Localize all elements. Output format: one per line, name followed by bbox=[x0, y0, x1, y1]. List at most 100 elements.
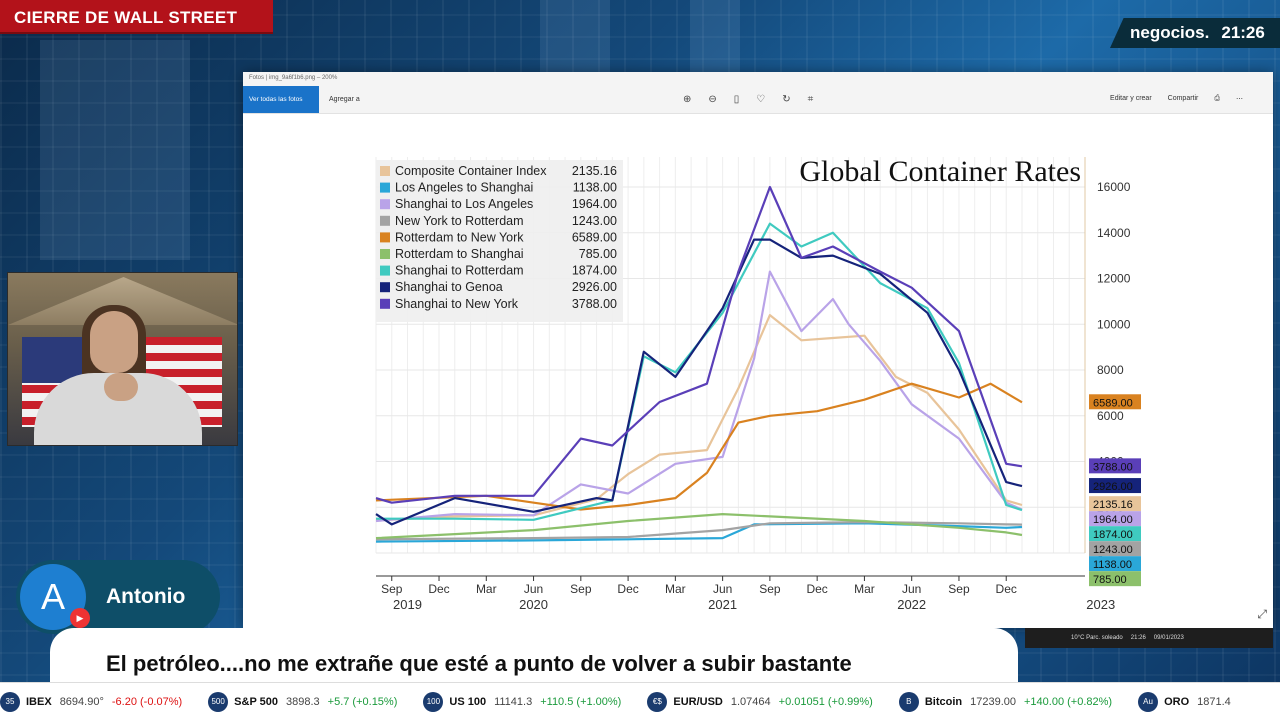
ticker-item-icon: 500 bbox=[208, 691, 229, 712]
series-line bbox=[375, 521, 1023, 541]
ticker-item-icon: €$ bbox=[647, 691, 668, 712]
speaker-initial: A bbox=[40, 576, 65, 617]
series-line bbox=[375, 382, 1023, 511]
favorite-icon[interactable]: ♡ bbox=[756, 94, 766, 105]
series-end-tag bbox=[1089, 496, 1141, 512]
weather-status: 10°C Parc. soleado bbox=[1071, 635, 1123, 641]
legend-swatch bbox=[380, 298, 390, 309]
series-line bbox=[375, 270, 1023, 523]
ticker-item-icon: 100 bbox=[423, 691, 444, 712]
series-end-tag bbox=[1089, 541, 1141, 557]
legend-value: 1243.00 bbox=[572, 214, 617, 228]
viewer-toolbar: Ver todas las fotos Agregar a ⊕ ⊖ ▯ ♡ ↻ … bbox=[243, 86, 1273, 114]
legend-value: 2926.00 bbox=[572, 280, 617, 294]
y-tick-label: 10000 bbox=[1097, 317, 1131, 331]
legend-value: 1138.00 bbox=[573, 181, 617, 195]
windows-taskbar: 10°C Parc. soleado 21:26 09/01/2023 bbox=[1025, 628, 1273, 648]
legend-value: 1874.00 bbox=[572, 264, 617, 278]
legend-label: Rotterdam to New York bbox=[395, 230, 524, 244]
x-tick-label: Sep bbox=[381, 582, 403, 596]
zoom-out-icon[interactable]: ⊖ bbox=[708, 94, 717, 105]
series-end-value: 1874.00 bbox=[1093, 529, 1133, 541]
legend-swatch bbox=[380, 232, 390, 243]
legend-label: Shanghai to Genoa bbox=[395, 280, 503, 294]
program-title: CIERRE DE WALL STREET bbox=[0, 0, 273, 34]
ticker-item-change: +0.01051 (+0.99%) bbox=[778, 695, 873, 708]
delete-icon[interactable]: ▯ bbox=[733, 94, 740, 105]
series-end-tag bbox=[1089, 526, 1141, 542]
x-year-label: 2020 bbox=[519, 597, 548, 612]
legend-swatch bbox=[380, 182, 390, 193]
series-end-tag bbox=[1089, 478, 1141, 494]
series-line bbox=[375, 314, 1023, 522]
viewer-tools: ⊕ ⊖ ▯ ♡ ↻ ⌗ bbox=[683, 94, 813, 105]
series-end-value: 6589.00 bbox=[1093, 397, 1133, 409]
ticker-item-name: EUR/USD bbox=[673, 695, 723, 708]
background-building bbox=[540, 0, 610, 72]
more-icon[interactable]: ⋯ bbox=[1236, 96, 1243, 103]
x-tick-label: Sep bbox=[759, 582, 781, 596]
ticker-item-icon: B bbox=[898, 691, 919, 712]
x-tick-label: Mar bbox=[476, 582, 497, 596]
ticker-item-value: 1871.4 bbox=[1197, 695, 1231, 708]
y-tick-label: 12000 bbox=[1097, 272, 1131, 286]
ticker-item-name: Bitcoin bbox=[924, 695, 963, 708]
x-tick-label: Mar bbox=[854, 582, 875, 596]
ticker-item-icon: 35 bbox=[0, 691, 20, 712]
edit-create-button[interactable]: Editar y crear bbox=[1110, 95, 1152, 102]
series-end-value: 1138.00 bbox=[1093, 559, 1132, 571]
channel-name: negocios. bbox=[1130, 23, 1210, 42]
ticker-item-value: 8694.90° bbox=[59, 695, 104, 708]
ticker-item-change: +5.7 (+0.15%) bbox=[327, 695, 398, 708]
legend-label: Shanghai to Rotterdam bbox=[395, 264, 524, 278]
x-year-label: 2019 bbox=[393, 597, 422, 612]
legend-value: 785.00 bbox=[579, 247, 617, 261]
market-ticker: 35 IBEX 8694.90° -6.20 (-0.07%) 500 S&P 500 38… bbox=[0, 682, 1280, 720]
ticker-item: 100 US 100 11141.3 +110.5 (+1.00%) bbox=[423, 691, 622, 712]
series-end-tag bbox=[1089, 511, 1141, 527]
legend-swatch bbox=[380, 199, 390, 210]
legend-value: 3788.00 bbox=[572, 297, 617, 311]
legend-label: Shanghai to Los Angeles bbox=[395, 197, 533, 211]
y-tick-label: 14000 bbox=[1097, 226, 1131, 240]
zoom-in-icon[interactable]: ⊕ bbox=[683, 94, 692, 105]
legend-value: 2135.16 bbox=[572, 164, 617, 178]
crop-icon[interactable]: ⌗ bbox=[807, 94, 814, 105]
print-icon[interactable]: ⎙ bbox=[1214, 95, 1220, 102]
expand-icon[interactable]: ⤢ bbox=[1257, 607, 1267, 621]
headline-caption: El petróleo....no me extrañe que esté a … bbox=[50, 628, 1018, 682]
series-line bbox=[375, 522, 1023, 543]
x-tick-label: Dec bbox=[806, 582, 827, 596]
x-year-label: 2021 bbox=[708, 597, 737, 612]
speaker-hand bbox=[104, 373, 138, 401]
ticker-item: Au ORO 1871.4 bbox=[1138, 691, 1239, 712]
legend-value: 1964.00 bbox=[572, 197, 617, 211]
rotate-icon[interactable]: ↻ bbox=[782, 94, 791, 105]
ticker-item-change: +140.00 (+0.82%) bbox=[1024, 695, 1113, 708]
legend-swatch bbox=[380, 282, 390, 293]
series-end-value: 3788.00 bbox=[1093, 461, 1133, 473]
ticker-item-change: +110.5 (+1.00%) bbox=[540, 695, 622, 708]
all-photos-button[interactable]: Ver todas las fotos bbox=[243, 86, 319, 113]
ticker-item-change: -6.20 (-0.07%) bbox=[111, 695, 183, 708]
ticker-item: B Bitcoin 17239.00 +140.00 (+0.82%) bbox=[898, 691, 1113, 712]
speaker-name: Antonio bbox=[106, 585, 186, 608]
series-end-tag bbox=[1089, 458, 1141, 474]
add-to-button[interactable]: Agregar a bbox=[329, 96, 360, 103]
webcam-feed bbox=[7, 272, 238, 446]
series-line bbox=[375, 513, 1023, 540]
taskbar-time: 21:26 bbox=[1130, 635, 1146, 641]
ticker-item-name: S&P 500 bbox=[234, 695, 278, 708]
broadcast-time: 21:26 bbox=[1221, 23, 1265, 42]
series-end-value: 1243.00 bbox=[1093, 544, 1133, 556]
series-end-value: 1964.00 bbox=[1093, 514, 1133, 526]
legend-swatch bbox=[380, 166, 390, 176]
legend-value: 6589.00 bbox=[572, 230, 617, 244]
legend-swatch bbox=[380, 215, 390, 226]
x-tick-label: Mar bbox=[665, 582, 686, 596]
speaker-face bbox=[90, 311, 138, 373]
channel-badge: negocios. 21:26 bbox=[1110, 18, 1280, 48]
x-year-label: 2023 bbox=[1086, 597, 1115, 612]
series-end-value: 2926.00 bbox=[1093, 481, 1133, 493]
share-button[interactable]: Compartir bbox=[1167, 95, 1199, 102]
